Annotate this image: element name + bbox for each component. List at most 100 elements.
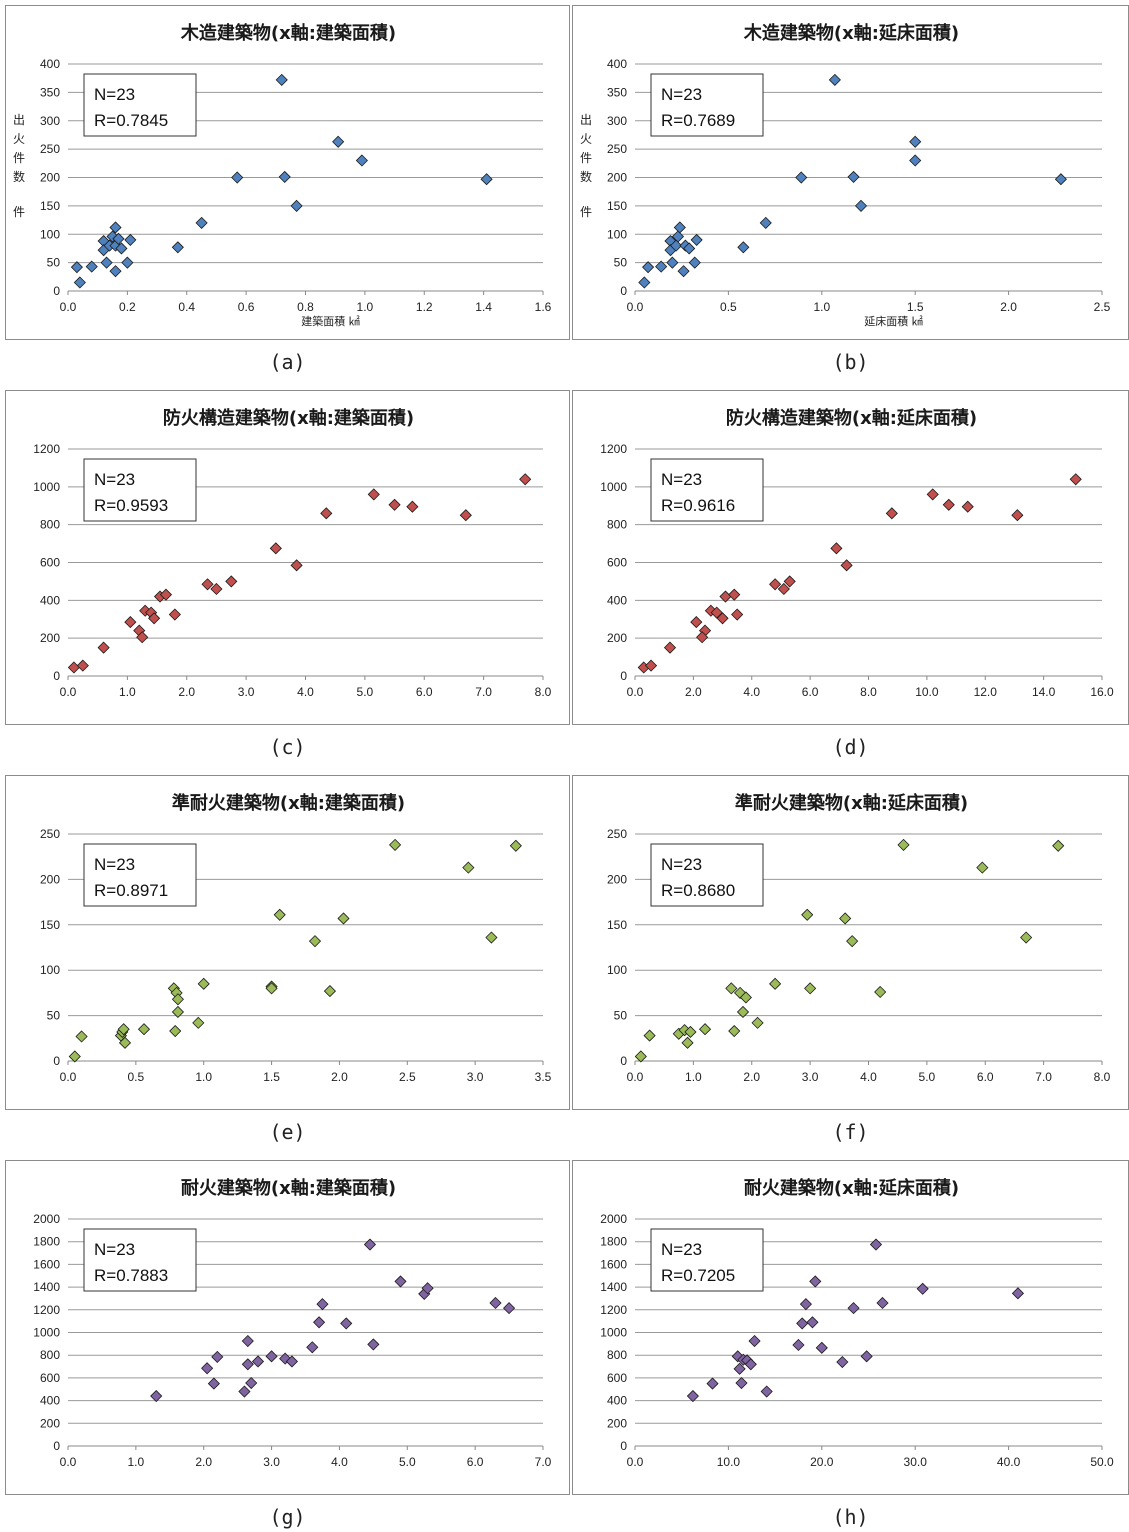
y-tick-label: 250 — [40, 827, 60, 841]
y-tick-label: 250 — [607, 142, 627, 156]
data-point — [690, 616, 703, 629]
x-tick-label: 7.0 — [475, 685, 492, 699]
x-tick-label: 5.0 — [919, 1070, 936, 1084]
subfigure-label: (h) — [832, 1505, 869, 1529]
annotation-r: R=0.7883 — [94, 1266, 168, 1285]
y-tick-label: 400 — [40, 1394, 60, 1408]
x-tick-label: 0.0 — [60, 300, 77, 314]
y-tick-label: 200 — [607, 631, 627, 645]
data-point — [265, 982, 278, 995]
y-tick-label: 1200 — [33, 1303, 60, 1317]
x-tick-label: 16.0 — [1090, 685, 1114, 699]
x-tick-label: 0.0 — [627, 1455, 644, 1469]
data-point — [744, 1358, 757, 1371]
data-point — [806, 1316, 819, 1329]
x-tick-label: 7.0 — [1035, 1070, 1052, 1084]
y-tick-label: 350 — [40, 85, 60, 99]
x-tick-label: 8.0 — [535, 685, 552, 699]
x-tick-label: 50.0 — [1090, 1455, 1114, 1469]
data-point — [736, 1005, 750, 1019]
scatter-chart: 防火構造建築物(x軸:延床面積) 0 200 400 600 800 1000 1200 0.0… — [600, 407, 1114, 699]
data-point — [323, 985, 336, 998]
data-point — [169, 1024, 182, 1038]
y-tick-label: 0 — [620, 669, 627, 683]
y-tick-label: 800 — [40, 1348, 60, 1362]
data-point — [75, 1030, 88, 1043]
x-tick-label: 3.0 — [238, 685, 255, 699]
data-point — [238, 1385, 251, 1398]
data-point — [210, 582, 223, 596]
x-tick-label: 2.0 — [685, 685, 702, 699]
data-point — [192, 1016, 205, 1029]
x-tick-label: 0.0 — [60, 1070, 77, 1084]
data-point — [663, 641, 677, 654]
data-point — [783, 575, 796, 588]
y-tick-label: 1400 — [600, 1280, 627, 1294]
data-point — [696, 631, 709, 644]
data-point — [275, 73, 288, 86]
data-point — [251, 1355, 265, 1368]
y-tick-label: 150 — [40, 918, 60, 932]
y-tick-label: 1800 — [33, 1235, 60, 1249]
x-tick-label: 2.0 — [1000, 300, 1017, 314]
data-point — [388, 498, 401, 511]
x-tick-label: 0.4 — [178, 300, 195, 314]
data-point — [201, 1362, 214, 1375]
data-point — [854, 199, 868, 212]
annotation-n: N=23 — [94, 1240, 135, 1259]
data-point — [1020, 931, 1033, 944]
x-tick-label: 1.0 — [813, 300, 830, 314]
data-point — [976, 861, 989, 874]
x-tick-label: 2.5 — [1094, 300, 1111, 314]
data-point — [136, 631, 149, 644]
annotation-r: R=0.8971 — [94, 881, 168, 900]
data-point — [313, 1316, 326, 1329]
x-tick-label: 10.0 — [915, 685, 939, 699]
y-tick-label: 0 — [53, 284, 60, 298]
data-point — [642, 261, 655, 274]
x-axis-label: 延床面積 ㎢ — [864, 314, 923, 328]
data-point — [115, 242, 128, 255]
subfigure-label: (d) — [832, 735, 869, 759]
data-point — [681, 1036, 694, 1049]
x-tick-label: 1.0 — [357, 300, 374, 314]
data-point — [666, 256, 679, 269]
data-point — [97, 641, 110, 654]
data-point — [847, 170, 860, 183]
data-point — [799, 1298, 812, 1311]
annotation-n: N=23 — [94, 85, 135, 104]
data-point — [118, 1036, 132, 1049]
x-tick-label: 0.6 — [238, 300, 255, 314]
chart-title: 準耐火建築物(x軸:延床面積) — [735, 792, 968, 814]
x-tick-label: 12.0 — [974, 685, 998, 699]
y-tick-label: 0 — [53, 669, 60, 683]
chart-panel: 耐火建築物(x軸:延床面積) 0 200 400 600 800 1000 1200 1400 1… — [572, 1160, 1129, 1495]
y-axis-label: 出火件数件 — [580, 113, 592, 219]
y-tick-label: 0 — [620, 284, 627, 298]
y-tick-label: 50 — [614, 1009, 628, 1023]
data-point — [809, 1275, 822, 1288]
chart-title: 耐火建築物(x軸:延床面積) — [744, 1177, 959, 1199]
y-tick-label: 100 — [40, 227, 60, 241]
x-tick-label: 1.0 — [685, 1070, 702, 1084]
y-tick-label: 1200 — [600, 442, 627, 456]
y-tick-label: 400 — [607, 1394, 627, 1408]
annotation-r: R=0.7845 — [94, 111, 168, 130]
data-point — [245, 1376, 258, 1390]
y-tick-label: 300 — [40, 114, 60, 128]
data-point — [828, 73, 841, 86]
data-point — [231, 171, 244, 184]
data-point — [290, 559, 303, 572]
data-point — [462, 861, 475, 874]
y-tick-label: 1200 — [600, 1303, 627, 1317]
data-point — [211, 1350, 224, 1363]
x-tick-label: 0.2 — [119, 300, 136, 314]
y-tick-label: 50 — [614, 256, 628, 270]
data-point — [67, 661, 81, 674]
data-point — [124, 233, 137, 246]
y-tick-label: 1600 — [600, 1257, 627, 1271]
x-tick-label: 3.0 — [467, 1070, 484, 1084]
subfigure-label: (g) — [269, 1505, 306, 1529]
x-tick-label: 2.0 — [743, 1070, 760, 1084]
data-point — [168, 608, 181, 621]
